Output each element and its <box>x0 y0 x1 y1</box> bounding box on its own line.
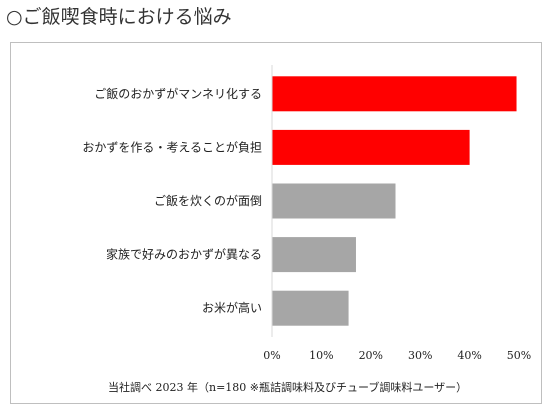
source-note: 当社調べ 2023 年（n=180 ※瓶詰調味料及びチューブ調味料ユーザー） <box>108 381 468 394</box>
bar-3 <box>272 183 396 219</box>
chart-heading: ○ご飯喫食時における悩み <box>6 6 232 28</box>
chart-frame: ご飯のおかずがマンネリ化するおかずを作る・考えることが負担ご飯を炊くのが面倒家族… <box>10 42 542 404</box>
bar-chart: ご飯のおかずがマンネリ化するおかずを作る・考えることが負担ご飯を炊くのが面倒家族… <box>82 65 531 362</box>
bar-5 <box>272 290 349 326</box>
category-label-2: おかずを作る・考えることが負担 <box>82 139 262 154</box>
x-tick-label-3: 30% <box>408 349 432 362</box>
category-label-1: ご飯のおかずがマンネリ化する <box>94 86 262 101</box>
x-tick-label-4: 40% <box>457 349 481 362</box>
bar-1 <box>272 76 517 112</box>
bar-4 <box>272 237 356 273</box>
category-label-4: 家族で好みのおかずが異なる <box>106 247 262 262</box>
category-label-3: ご飯を炊くのが面倒 <box>154 193 262 208</box>
x-tick-label-2: 20% <box>359 349 383 362</box>
bar-2 <box>272 129 470 165</box>
category-label-5: お米が高い <box>202 300 262 315</box>
x-tick-label-5: 50% <box>507 349 531 362</box>
x-tick-label-0: 0% <box>263 349 280 362</box>
x-tick-label-1: 10% <box>309 349 333 362</box>
